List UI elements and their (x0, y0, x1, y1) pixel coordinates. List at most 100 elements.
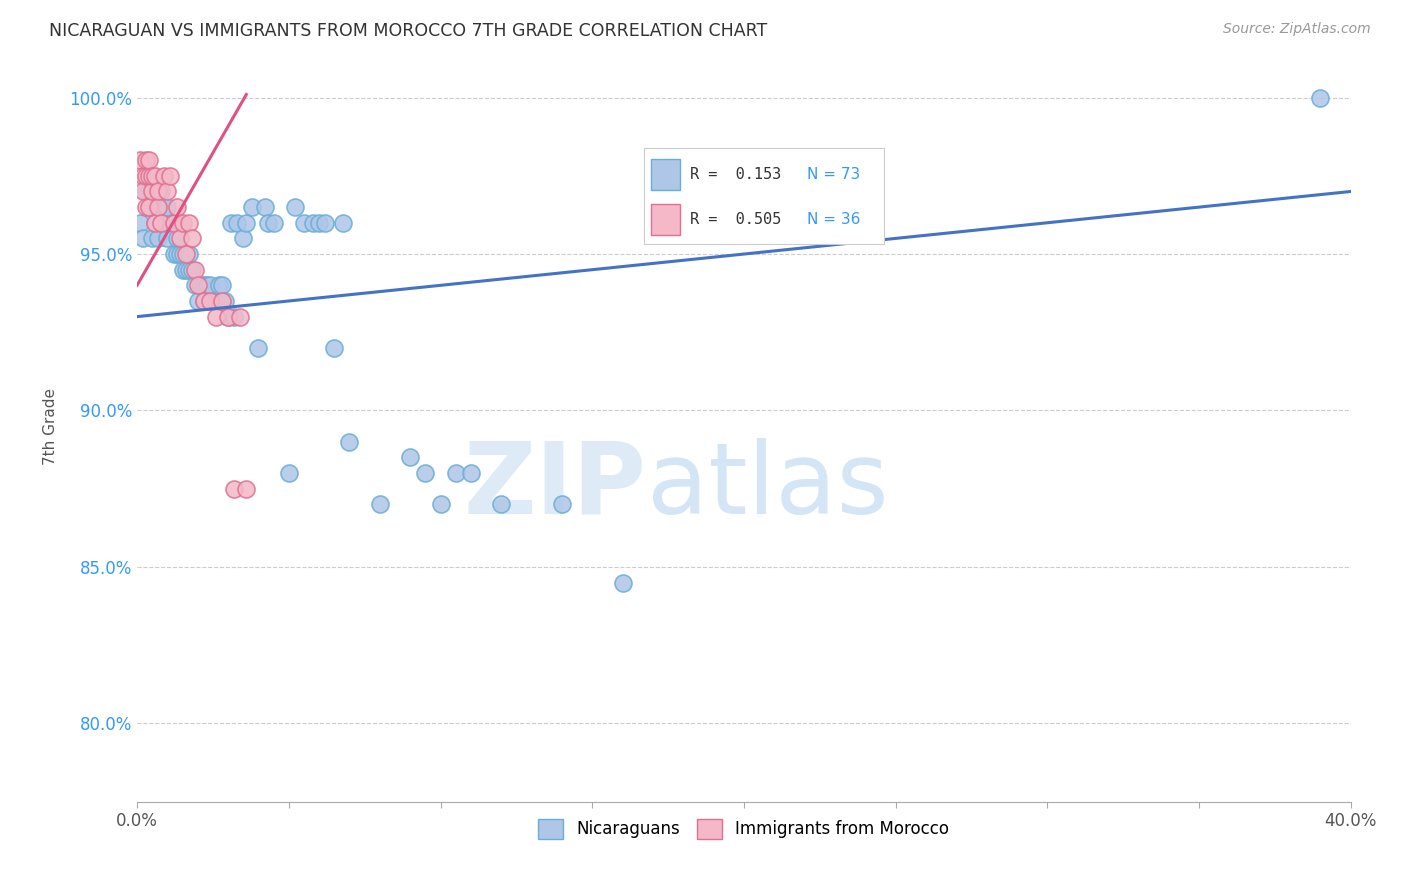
Point (156, 185, 179, 199)
Point (193, 293, 215, 308)
Point (217, 310, 239, 324)
Point (214, 293, 236, 308)
Point (177, 247, 200, 261)
Point (190, 278, 212, 293)
Point (284, 200, 307, 214)
Point (332, 216, 354, 230)
Point (129, 216, 152, 230)
Point (138, 200, 160, 214)
Point (166, 200, 188, 214)
Point (148, 231, 170, 245)
Point (156, 231, 179, 245)
Point (217, 310, 239, 324)
Point (444, 466, 467, 480)
Point (174, 262, 197, 277)
Point (172, 216, 194, 230)
FancyBboxPatch shape (651, 159, 681, 190)
Point (132, 231, 155, 245)
Point (141, 185, 163, 199)
Text: Source: ZipAtlas.com: Source: ZipAtlas.com (1223, 22, 1371, 37)
Point (169, 231, 191, 245)
Point (368, 497, 391, 511)
Point (193, 278, 215, 293)
Point (150, 216, 173, 230)
Text: N = 36: N = 36 (807, 212, 860, 227)
Point (292, 216, 315, 230)
Point (169, 216, 191, 230)
Point (166, 247, 188, 261)
Point (235, 216, 257, 230)
Point (166, 231, 188, 245)
Point (169, 247, 191, 261)
Point (132, 169, 155, 183)
Point (184, 278, 207, 293)
Point (135, 153, 157, 168)
Point (135, 169, 157, 183)
Point (174, 247, 197, 261)
Point (150, 185, 173, 199)
Point (314, 216, 336, 230)
Point (138, 153, 160, 168)
Point (242, 200, 264, 214)
Point (143, 216, 166, 230)
Point (415, 466, 437, 480)
Point (162, 216, 184, 230)
Point (132, 185, 155, 199)
Point (211, 278, 233, 293)
Point (153, 200, 176, 214)
Point (229, 310, 252, 324)
Point (150, 216, 173, 230)
Point (551, 497, 574, 511)
Point (138, 200, 160, 214)
Point (159, 169, 181, 183)
Text: N = 73: N = 73 (807, 167, 860, 182)
Point (177, 262, 200, 277)
Point (187, 278, 209, 293)
Y-axis label: 7th Grade: 7th Grade (44, 388, 58, 465)
Point (141, 169, 163, 183)
Text: R =  0.153: R = 0.153 (690, 167, 782, 182)
Point (180, 231, 202, 245)
Point (232, 231, 254, 245)
Point (177, 216, 200, 230)
Point (141, 231, 163, 245)
Point (193, 293, 215, 308)
Point (208, 278, 231, 293)
Point (1309, 90, 1331, 104)
Point (135, 169, 157, 183)
Point (143, 216, 166, 230)
Point (135, 200, 157, 214)
Point (205, 310, 228, 324)
Text: atlas: atlas (647, 438, 889, 534)
Point (148, 185, 170, 199)
Point (256, 216, 278, 230)
Point (195, 278, 218, 293)
Point (224, 310, 246, 324)
Point (143, 200, 166, 214)
Point (277, 466, 299, 480)
Point (399, 450, 422, 465)
Point (153, 169, 176, 183)
Text: R =  0.505: R = 0.505 (690, 212, 782, 227)
Point (129, 153, 152, 168)
Point (138, 185, 160, 199)
Point (184, 262, 207, 277)
Point (138, 169, 160, 183)
Point (198, 293, 221, 308)
Point (219, 216, 242, 230)
Text: ZIP: ZIP (464, 438, 647, 534)
Point (263, 216, 285, 230)
Point (489, 497, 512, 511)
Point (224, 482, 246, 496)
Text: NICARAGUAN VS IMMIGRANTS FROM MOROCCO 7TH GRADE CORRELATION CHART: NICARAGUAN VS IMMIGRANTS FROM MOROCCO 7T… (49, 22, 768, 40)
Point (172, 247, 194, 261)
Point (323, 341, 346, 355)
Point (135, 185, 157, 199)
Point (247, 341, 270, 355)
FancyBboxPatch shape (651, 204, 681, 235)
Point (143, 169, 166, 183)
Point (235, 482, 257, 496)
Point (148, 200, 170, 214)
Point (201, 293, 224, 308)
Point (205, 293, 228, 308)
